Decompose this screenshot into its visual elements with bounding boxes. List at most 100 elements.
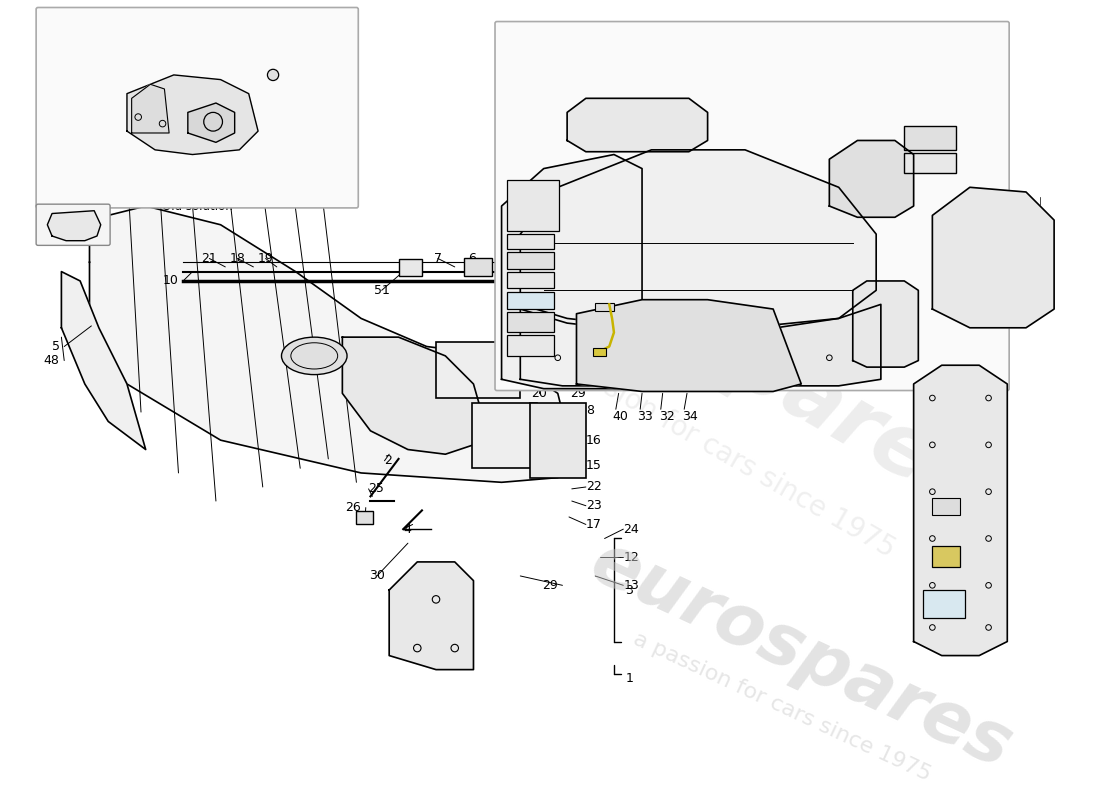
Bar <box>464 258 492 276</box>
Text: 36: 36 <box>628 125 643 138</box>
Polygon shape <box>520 304 881 386</box>
Text: 38: 38 <box>619 267 636 280</box>
Text: 25: 25 <box>368 482 385 495</box>
Polygon shape <box>62 271 145 450</box>
Text: 4: 4 <box>404 522 411 536</box>
Text: 32: 32 <box>659 410 674 423</box>
Text: 46: 46 <box>267 28 283 41</box>
Text: 11: 11 <box>130 130 145 142</box>
Text: 5: 5 <box>52 340 59 353</box>
Text: 17: 17 <box>586 518 602 531</box>
Text: 33: 33 <box>637 410 653 423</box>
Bar <box>507 292 554 309</box>
Ellipse shape <box>282 337 346 374</box>
Text: 42: 42 <box>619 230 636 242</box>
Text: Old solution: Old solution <box>162 199 232 213</box>
Bar <box>904 153 956 174</box>
Text: Soluzione superata: Soluzione superata <box>141 188 254 202</box>
FancyBboxPatch shape <box>36 7 359 208</box>
Polygon shape <box>568 98 707 152</box>
Polygon shape <box>914 366 1008 655</box>
Bar <box>497 258 525 276</box>
Text: 1: 1 <box>983 150 992 163</box>
Text: 46: 46 <box>619 329 636 342</box>
Text: 18: 18 <box>230 252 245 265</box>
Text: 26: 26 <box>345 501 361 514</box>
Text: 22: 22 <box>586 481 602 494</box>
Text: 48: 48 <box>44 354 59 367</box>
Bar <box>593 348 606 356</box>
Text: 21: 21 <box>201 252 218 265</box>
Polygon shape <box>502 154 642 389</box>
Text: 51: 51 <box>374 284 389 297</box>
Text: 52: 52 <box>173 28 188 41</box>
Bar <box>507 180 559 231</box>
Polygon shape <box>389 562 473 670</box>
Text: 8: 8 <box>586 404 594 417</box>
Text: 12: 12 <box>624 550 639 564</box>
Text: 23: 23 <box>586 499 602 512</box>
Text: eurospares: eurospares <box>580 528 1023 783</box>
Polygon shape <box>126 75 258 154</box>
Text: 31: 31 <box>619 286 636 298</box>
Bar <box>530 402 586 478</box>
Text: 9: 9 <box>226 28 234 41</box>
Text: 20: 20 <box>531 387 547 400</box>
Bar <box>507 252 554 269</box>
Text: a passion for cars since 1975: a passion for cars since 1975 <box>534 336 900 563</box>
Text: 41: 41 <box>619 210 636 224</box>
FancyBboxPatch shape <box>495 22 1009 390</box>
Bar <box>356 511 373 525</box>
Text: 1: 1 <box>625 673 634 686</box>
Polygon shape <box>342 337 483 454</box>
Text: 47: 47 <box>142 28 158 41</box>
Bar <box>472 402 537 468</box>
Polygon shape <box>829 141 914 218</box>
Text: 44: 44 <box>966 142 982 154</box>
Bar <box>595 303 614 311</box>
Text: 24: 24 <box>624 522 639 536</box>
Polygon shape <box>933 187 1054 328</box>
Text: 49: 49 <box>206 28 221 41</box>
Text: 29: 29 <box>185 176 200 189</box>
Polygon shape <box>520 150 877 333</box>
Polygon shape <box>576 300 801 391</box>
Text: 29: 29 <box>542 579 558 592</box>
Text: 3: 3 <box>625 583 634 597</box>
Text: 37: 37 <box>619 350 636 362</box>
Text: 27: 27 <box>112 28 129 41</box>
Text: 34: 34 <box>682 410 698 423</box>
Text: 35: 35 <box>834 209 850 222</box>
Bar <box>933 498 960 515</box>
Text: 7: 7 <box>433 252 442 265</box>
Bar <box>507 234 554 249</box>
Text: 10: 10 <box>163 274 178 287</box>
Text: a passion for cars since 1975: a passion for cars since 1975 <box>630 629 935 785</box>
Text: 2: 2 <box>385 454 393 467</box>
Text: No per cambio DCT: No per cambio DCT <box>656 31 778 44</box>
Bar <box>507 271 554 289</box>
Text: 31: 31 <box>236 28 252 41</box>
Text: 15: 15 <box>586 459 602 472</box>
Text: 14: 14 <box>184 130 199 142</box>
Polygon shape <box>852 281 918 367</box>
Text: Not for DCT gearbox: Not for DCT gearbox <box>652 42 781 55</box>
Circle shape <box>267 70 278 81</box>
Text: 28: 28 <box>41 235 57 248</box>
Text: 13: 13 <box>624 579 639 592</box>
Polygon shape <box>132 84 169 133</box>
Bar <box>398 259 422 276</box>
Text: 40: 40 <box>612 410 628 423</box>
Polygon shape <box>188 103 234 142</box>
Bar <box>933 546 960 566</box>
Text: 45: 45 <box>966 162 982 175</box>
Text: 29: 29 <box>570 387 585 400</box>
Polygon shape <box>89 206 576 482</box>
Text: 43: 43 <box>619 182 636 196</box>
FancyBboxPatch shape <box>36 204 110 246</box>
Polygon shape <box>47 210 101 241</box>
Text: 30: 30 <box>370 570 385 582</box>
Bar <box>507 335 554 356</box>
Text: 6: 6 <box>468 252 475 265</box>
Bar <box>436 342 520 398</box>
